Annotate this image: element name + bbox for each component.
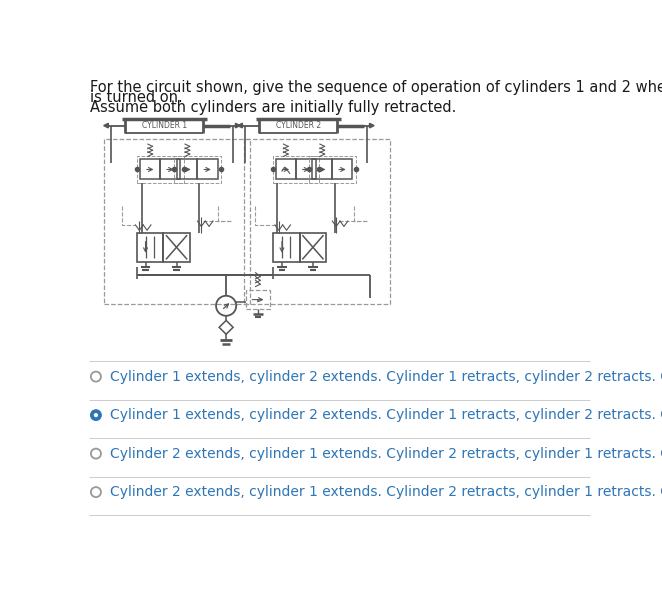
Bar [246, 290, 270, 309]
Text: Assume both cylinders are initially fully retracted.: Assume both cylinders are initially full… [91, 100, 457, 115]
Text: Cylinder 1 extends, cylinder 2 extends. Cylinder 1 retracts, cylinder 2 retracts: Cylinder 1 extends, cylinder 2 extends. … [110, 408, 662, 422]
Bar [174, 157, 220, 183]
Text: Cylinder 2 extends, cylinder 1 extends. Cylinder 2 retracts, cylinder 1 retracts: Cylinder 2 extends, cylinder 1 extends. … [110, 485, 662, 499]
Bar [197, 160, 218, 180]
Bar [140, 160, 160, 180]
Bar [105, 139, 250, 304]
Bar [244, 139, 390, 304]
Bar [309, 157, 355, 183]
Circle shape [91, 410, 101, 420]
Bar [300, 233, 326, 262]
Polygon shape [236, 124, 240, 128]
Bar [273, 233, 300, 262]
Bar [177, 160, 197, 180]
Polygon shape [369, 124, 374, 128]
Bar [332, 160, 352, 180]
Bar [312, 160, 332, 180]
Circle shape [94, 413, 98, 417]
Bar [273, 157, 319, 183]
Text: Cylinder 1 extends, cylinder 2 extends. Cylinder 1 retracts, cylinder 2 retracts: Cylinder 1 extends, cylinder 2 extends. … [110, 369, 662, 384]
Text: is turned on.: is turned on. [91, 90, 183, 105]
Polygon shape [104, 124, 109, 128]
Text: CYLINDER 2: CYLINDER 2 [275, 121, 321, 130]
Bar [296, 160, 316, 180]
Polygon shape [238, 124, 242, 128]
Bar [137, 157, 183, 183]
Bar [164, 233, 190, 262]
Bar [276, 160, 296, 180]
Text: CYLINDER 1: CYLINDER 1 [142, 121, 187, 130]
Bar [137, 233, 164, 262]
Text: For the circuit shown, give the sequence of operation of cylinders 1 and 2 when : For the circuit shown, give the sequence… [91, 80, 662, 95]
Bar [160, 160, 181, 180]
Text: Cylinder 2 extends, cylinder 1 extends. Cylinder 2 retracts, cylinder 1 retracts: Cylinder 2 extends, cylinder 1 extends. … [110, 447, 662, 460]
